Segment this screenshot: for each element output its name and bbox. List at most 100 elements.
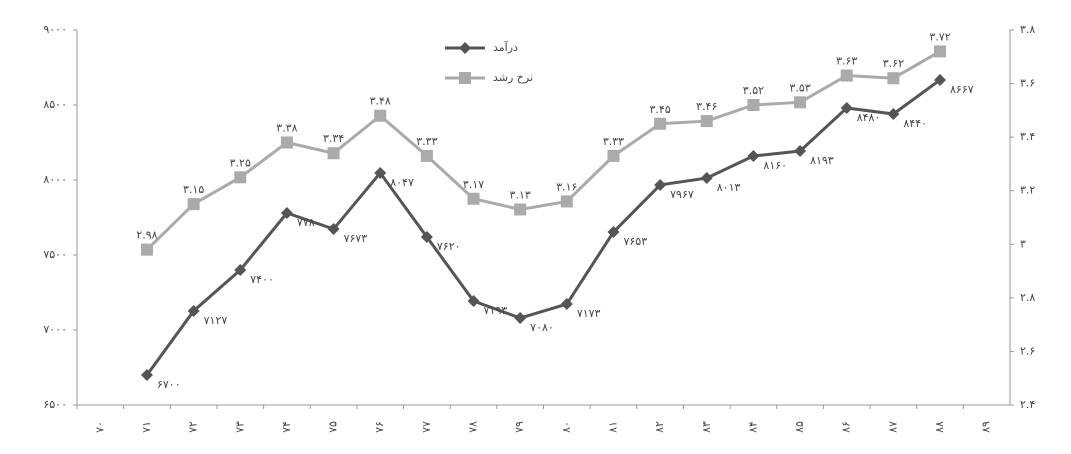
point [654,178,667,191]
y-tick-label: ۸۵۰۰ [43,98,67,111]
x-tick-label: ۷۵ [327,421,340,433]
data-label: ۳.۵۲ [743,84,764,97]
data-label: ۳.۲۵ [230,156,251,169]
point [374,109,387,122]
data-label: ۸۶۶۷ [950,83,974,96]
x-tick-label: ۸۲ [653,421,666,433]
data-label: ۸۱۹۳ [810,154,834,167]
x-tick-label: ۷۶ [373,421,386,433]
point [794,145,807,158]
y-tick-label: ۶۵۰۰ [43,398,67,411]
point [514,203,527,216]
data-label: ۷۰۸۰ [530,321,554,334]
legend-label: درآمد [493,40,518,54]
point [747,99,760,111]
point [280,136,293,149]
x-tick-label: ۸۶ [840,421,853,433]
data-label: ۳.۶۲ [883,57,904,70]
data-label: ۳.۴۸ [370,95,391,108]
data-label: ۳.۷۲ [929,30,950,43]
point [794,96,807,109]
data-label: ۳.۱۷ [463,178,484,191]
data-label: ۳.۱۶ [556,180,577,193]
x-tick-label: ۷۹ [513,421,526,433]
data-label: ۷۶۵۳ [623,235,647,248]
x-tick-label: ۷۳ [233,421,246,433]
point [700,115,713,128]
data-label: ۳.۱۳ [510,188,531,201]
x-tick-label: ۸۵ [793,421,806,433]
x-tick-label: ۸۸ [933,421,946,433]
x-tick-label: ۸۱ [606,421,619,433]
point [934,73,947,86]
y2-tick-label: ۳.۶ [1020,77,1035,90]
point [420,149,433,162]
data-label: ۳.۳۴ [323,132,344,145]
point [654,117,667,130]
data-label: ۷۷۸۰ [297,216,321,229]
data-label: ۷۴۰۰ [250,273,274,286]
y2-tick-label: ۳.۲ [1020,184,1035,197]
y-tick-label: ۹۰۰۰ [43,23,67,36]
y2-tick-label: ۲.۴ [1020,398,1035,411]
point [420,231,433,243]
point [467,295,480,308]
x-tick-label: ۸۳ [700,421,713,433]
x-tick-label: ۸۴ [746,421,759,433]
data-label: ۳.۳۳ [416,135,437,148]
y2-tick-label: ۲.۸ [1020,291,1035,304]
point [187,304,200,317]
data-label: ۸۴۸۰ [857,111,881,124]
x-tick-label: ۸۷ [886,421,899,433]
point [607,226,620,239]
data-label: ۳.۵۳ [789,81,810,94]
x-tick-label: ۸۰ [560,421,573,433]
point [327,223,340,236]
x-tick-label: ۷۰ [93,421,106,433]
x-tick-label: ۸۹ [980,421,993,433]
data-label: ۳.۳۸ [276,122,297,135]
point [374,166,387,179]
x-tick-label: ۷۱ [140,421,153,433]
data-label: ۸۱۶۰ [763,159,787,172]
series-line [145,50,941,251]
series-line [145,78,941,376]
x-tick-label: ۷۷ [420,421,433,433]
point [234,264,247,276]
data-label: ۸۰۴۷ [390,176,414,189]
data-label: ۳.۳۳ [603,135,624,148]
data-label: ۷۱۷۳ [577,307,601,320]
point [887,108,900,120]
data-label: ۷۱۲۷ [204,314,228,327]
data-label: ۷۶۷۳ [344,232,368,245]
point [514,312,527,324]
y2-tick-label: ۳ [1020,237,1026,250]
data-label: ۶۷۰۰ [157,378,181,391]
data-label: ۸۰۱۳ [717,181,741,194]
data-label: ۳.۶۳ [836,55,857,68]
data-label: ۳.۴۶ [696,100,717,113]
point [327,147,340,160]
point [840,102,853,114]
data-label: ۷۶۲۰ [437,240,461,253]
data-label: ۳.۱۵ [183,183,204,196]
y-tick-label: ۸۰۰۰ [43,173,67,186]
data-label: ۲.۹۸ [136,229,157,242]
data-label: ۳.۴۵ [650,103,671,116]
point [747,150,760,162]
y-tick-label: ۷۰۰۰ [43,323,67,336]
point [607,149,620,162]
data-label: ۸۴۴۰ [903,117,927,130]
x-tick-label: ۷۸ [467,421,480,433]
y2-tick-label: ۳.۸ [1020,23,1035,36]
data-label: ۷۱۹۳ [484,304,508,317]
legend-marker [459,72,471,84]
y2-tick-label: ۲.۶ [1020,344,1035,357]
data-label: ۷۹۶۷ [670,188,694,201]
x-tick-label: ۷۲ [187,421,200,433]
point [467,192,480,205]
legend-label: نرخ رشد [493,71,533,84]
y-tick-label: ۷۵۰۰ [43,248,67,261]
x-tick-label: ۷۴ [280,421,293,433]
